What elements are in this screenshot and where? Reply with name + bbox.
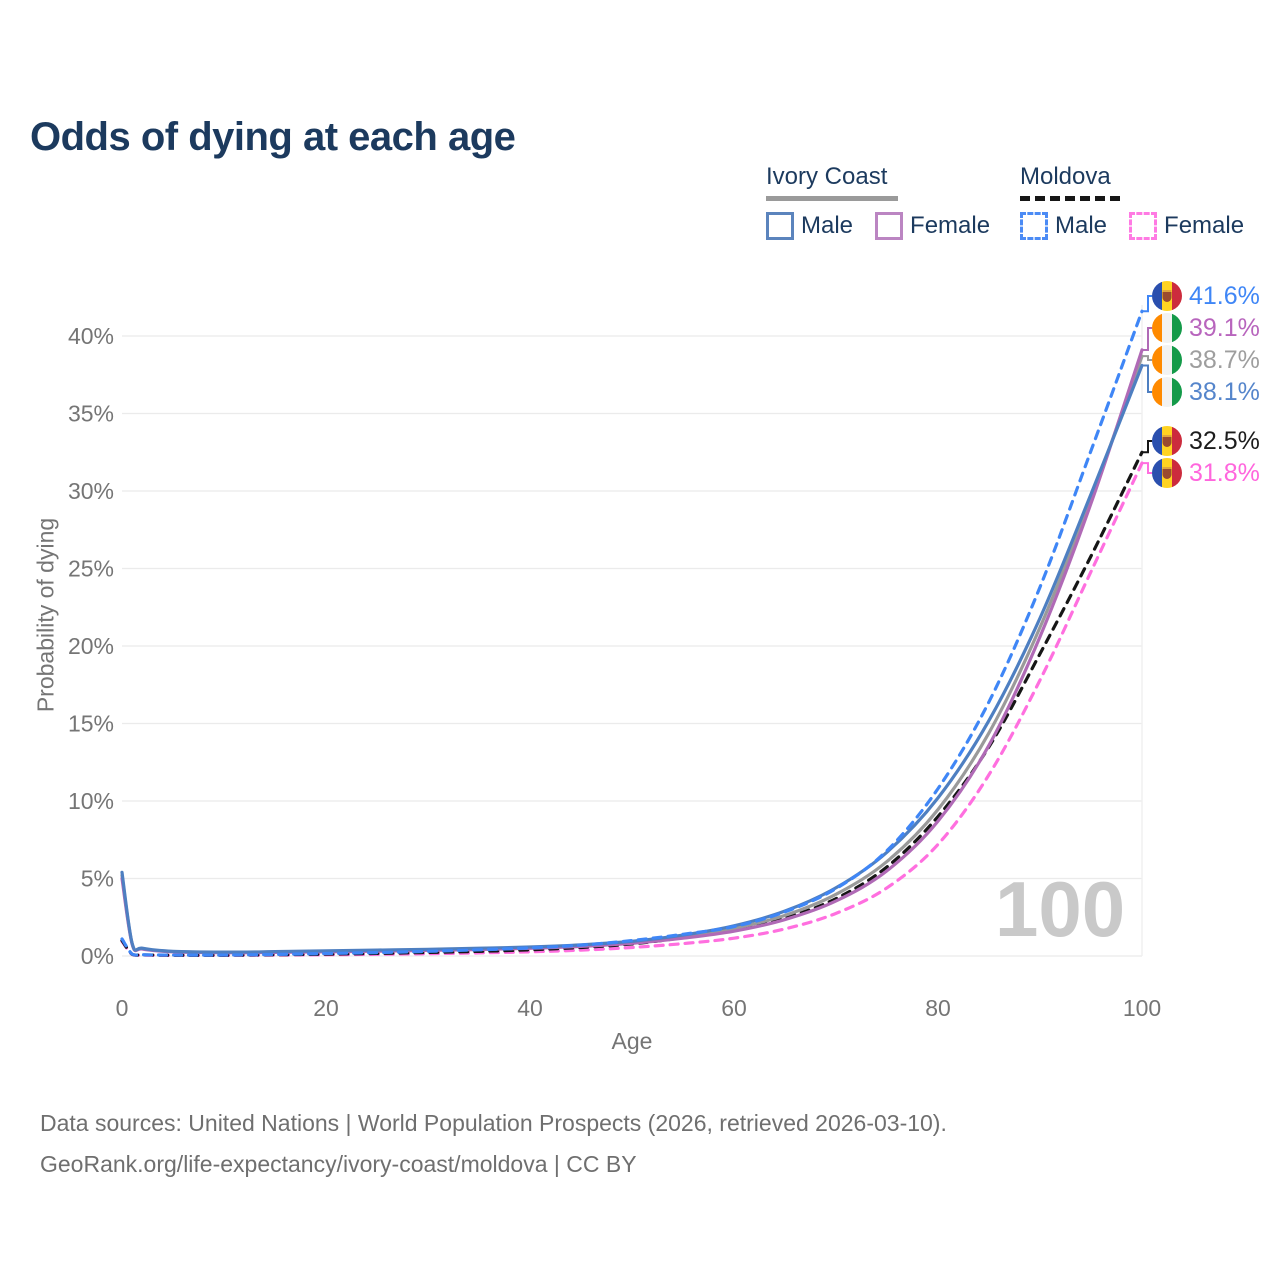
end-label-value: 38.7% [1189,345,1260,374]
legend-underline-ivory-coast [766,196,898,201]
y-axis-title: Probability of dying [32,517,59,713]
legend-label-ivory-coast-male: Male [801,212,854,239]
x-tick-label: 60 [721,995,747,1021]
age-watermark: 100 [995,865,1126,953]
end-label-row: 32.5% [1152,426,1260,456]
legend-row-moldova: Male Female [1020,212,1244,240]
end-label-row: 39.1% [1152,313,1260,343]
end-label-row: 41.6% [1152,281,1260,311]
end-label-row: 31.8% [1152,458,1260,488]
x-tick-label: 40 [517,995,543,1021]
legend-item-ivory-coast-female[interactable]: Female [875,212,990,240]
y-tick-label: 0% [81,943,114,969]
series-line-ivory-coast-male [120,363,1144,954]
x-tick-label: 100 [1123,995,1161,1021]
end-label-connector [1142,462,1152,474]
ivory-coast-flag-icon [1152,345,1182,375]
end-label-row: 38.7% [1152,345,1260,375]
end-label-value: 39.1% [1189,313,1260,342]
swatch-ivory-coast-male [766,212,794,240]
legend-label-ivory-coast-female: Female [910,212,991,239]
y-tick-label: 25% [68,556,114,582]
legend-group-ivory-coast: Ivory Coast Male Female [766,163,990,240]
legend-item-moldova-female[interactable]: Female [1129,212,1244,240]
legend-label-moldova-male: Male [1055,212,1108,239]
end-label-row: 38.1% [1152,377,1260,407]
end-label-connector [1142,355,1152,361]
y-tick-label: 20% [68,633,114,659]
y-tick-label: 10% [68,788,114,814]
x-axis-title: Age [611,1028,653,1054]
legend-country-ivory-coast: Ivory Coast [766,163,888,190]
y-tick-label: 15% [68,711,114,737]
moldova-flag-icon [1152,281,1182,311]
moldova-emblem [1162,467,1172,479]
page-title: Odds of dying at each age [30,114,516,159]
x-tick-label: 80 [925,995,951,1021]
end-label-connector [1142,327,1152,351]
y-tick-label: 5% [81,866,114,892]
moldova-flag-icon [1152,426,1182,456]
legend-group-moldova: Moldova Male Female [1020,163,1244,240]
ivory-coast-flag-icon [1152,313,1182,343]
end-label-value: 41.6% [1189,281,1260,310]
series-line-ivory-coast-both [120,354,1144,955]
series-line-moldova-male [120,309,1144,957]
moldova-emblem [1162,435,1172,447]
end-label-value: 38.1% [1189,377,1260,406]
footer-attribution: GeoRank.org/life-expectancy/ivory-coast/… [40,1151,637,1177]
legend-country-moldova: Moldova [1020,163,1111,190]
legend-underline-moldova [1020,196,1120,201]
y-tick-label: 30% [68,478,114,504]
end-label-connector [1142,440,1152,454]
footer-data-sources: Data sources: United Nations | World Pop… [40,1110,947,1136]
end-label-value: 32.5% [1189,426,1260,455]
end-label-connector [1142,364,1152,393]
ivory-coast-flag-icon [1152,377,1182,407]
y-tick-label: 35% [68,401,114,427]
x-tick-label: 20 [313,995,339,1021]
legend-label-moldova-female: Female [1164,212,1245,239]
legend-row-ivory-coast: Male Female [766,212,990,240]
swatch-moldova-male [1020,212,1048,240]
series-line-ivory-coast-female [120,348,1144,955]
legend-item-moldova-male[interactable]: Male [1020,212,1107,240]
moldova-flag-icon [1152,458,1182,488]
series-line-moldova-female [120,461,1144,958]
swatch-ivory-coast-female [875,212,904,240]
moldova-emblem [1162,290,1172,302]
x-tick-label: 0 [116,995,129,1021]
end-label-value: 31.8% [1189,458,1260,487]
end-label-connector [1142,295,1152,313]
swatch-moldova-female [1129,212,1158,240]
y-tick-label: 40% [68,323,114,349]
legend-item-ivory-coast-male[interactable]: Male [766,212,853,240]
